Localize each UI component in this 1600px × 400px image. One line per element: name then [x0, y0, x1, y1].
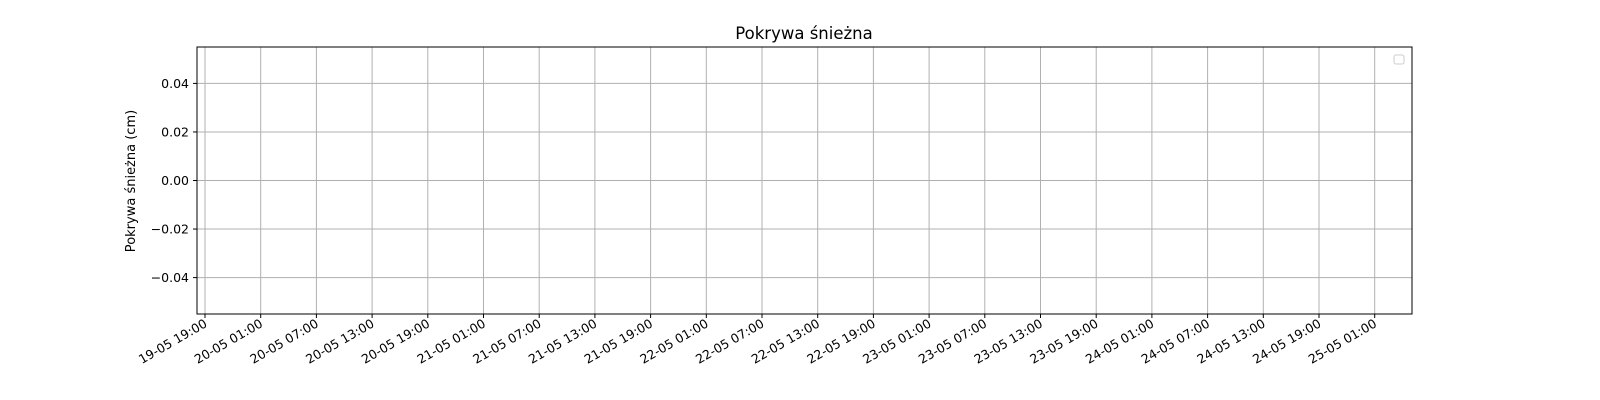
chart-title: Pokrywa śnieżna [735, 24, 872, 43]
y-tick-label: −0.04 [151, 270, 189, 285]
y-tick-label: 0.00 [161, 173, 189, 188]
plot-frame [196, 46, 1413, 315]
y-tick-label: 0.02 [161, 124, 189, 139]
y-tick-label: −0.02 [151, 222, 189, 237]
legend-box [1393, 54, 1405, 65]
y-tick-label: 0.04 [161, 76, 189, 91]
y-axis-label: Pokrywa śnieżna (cm) [124, 110, 139, 252]
